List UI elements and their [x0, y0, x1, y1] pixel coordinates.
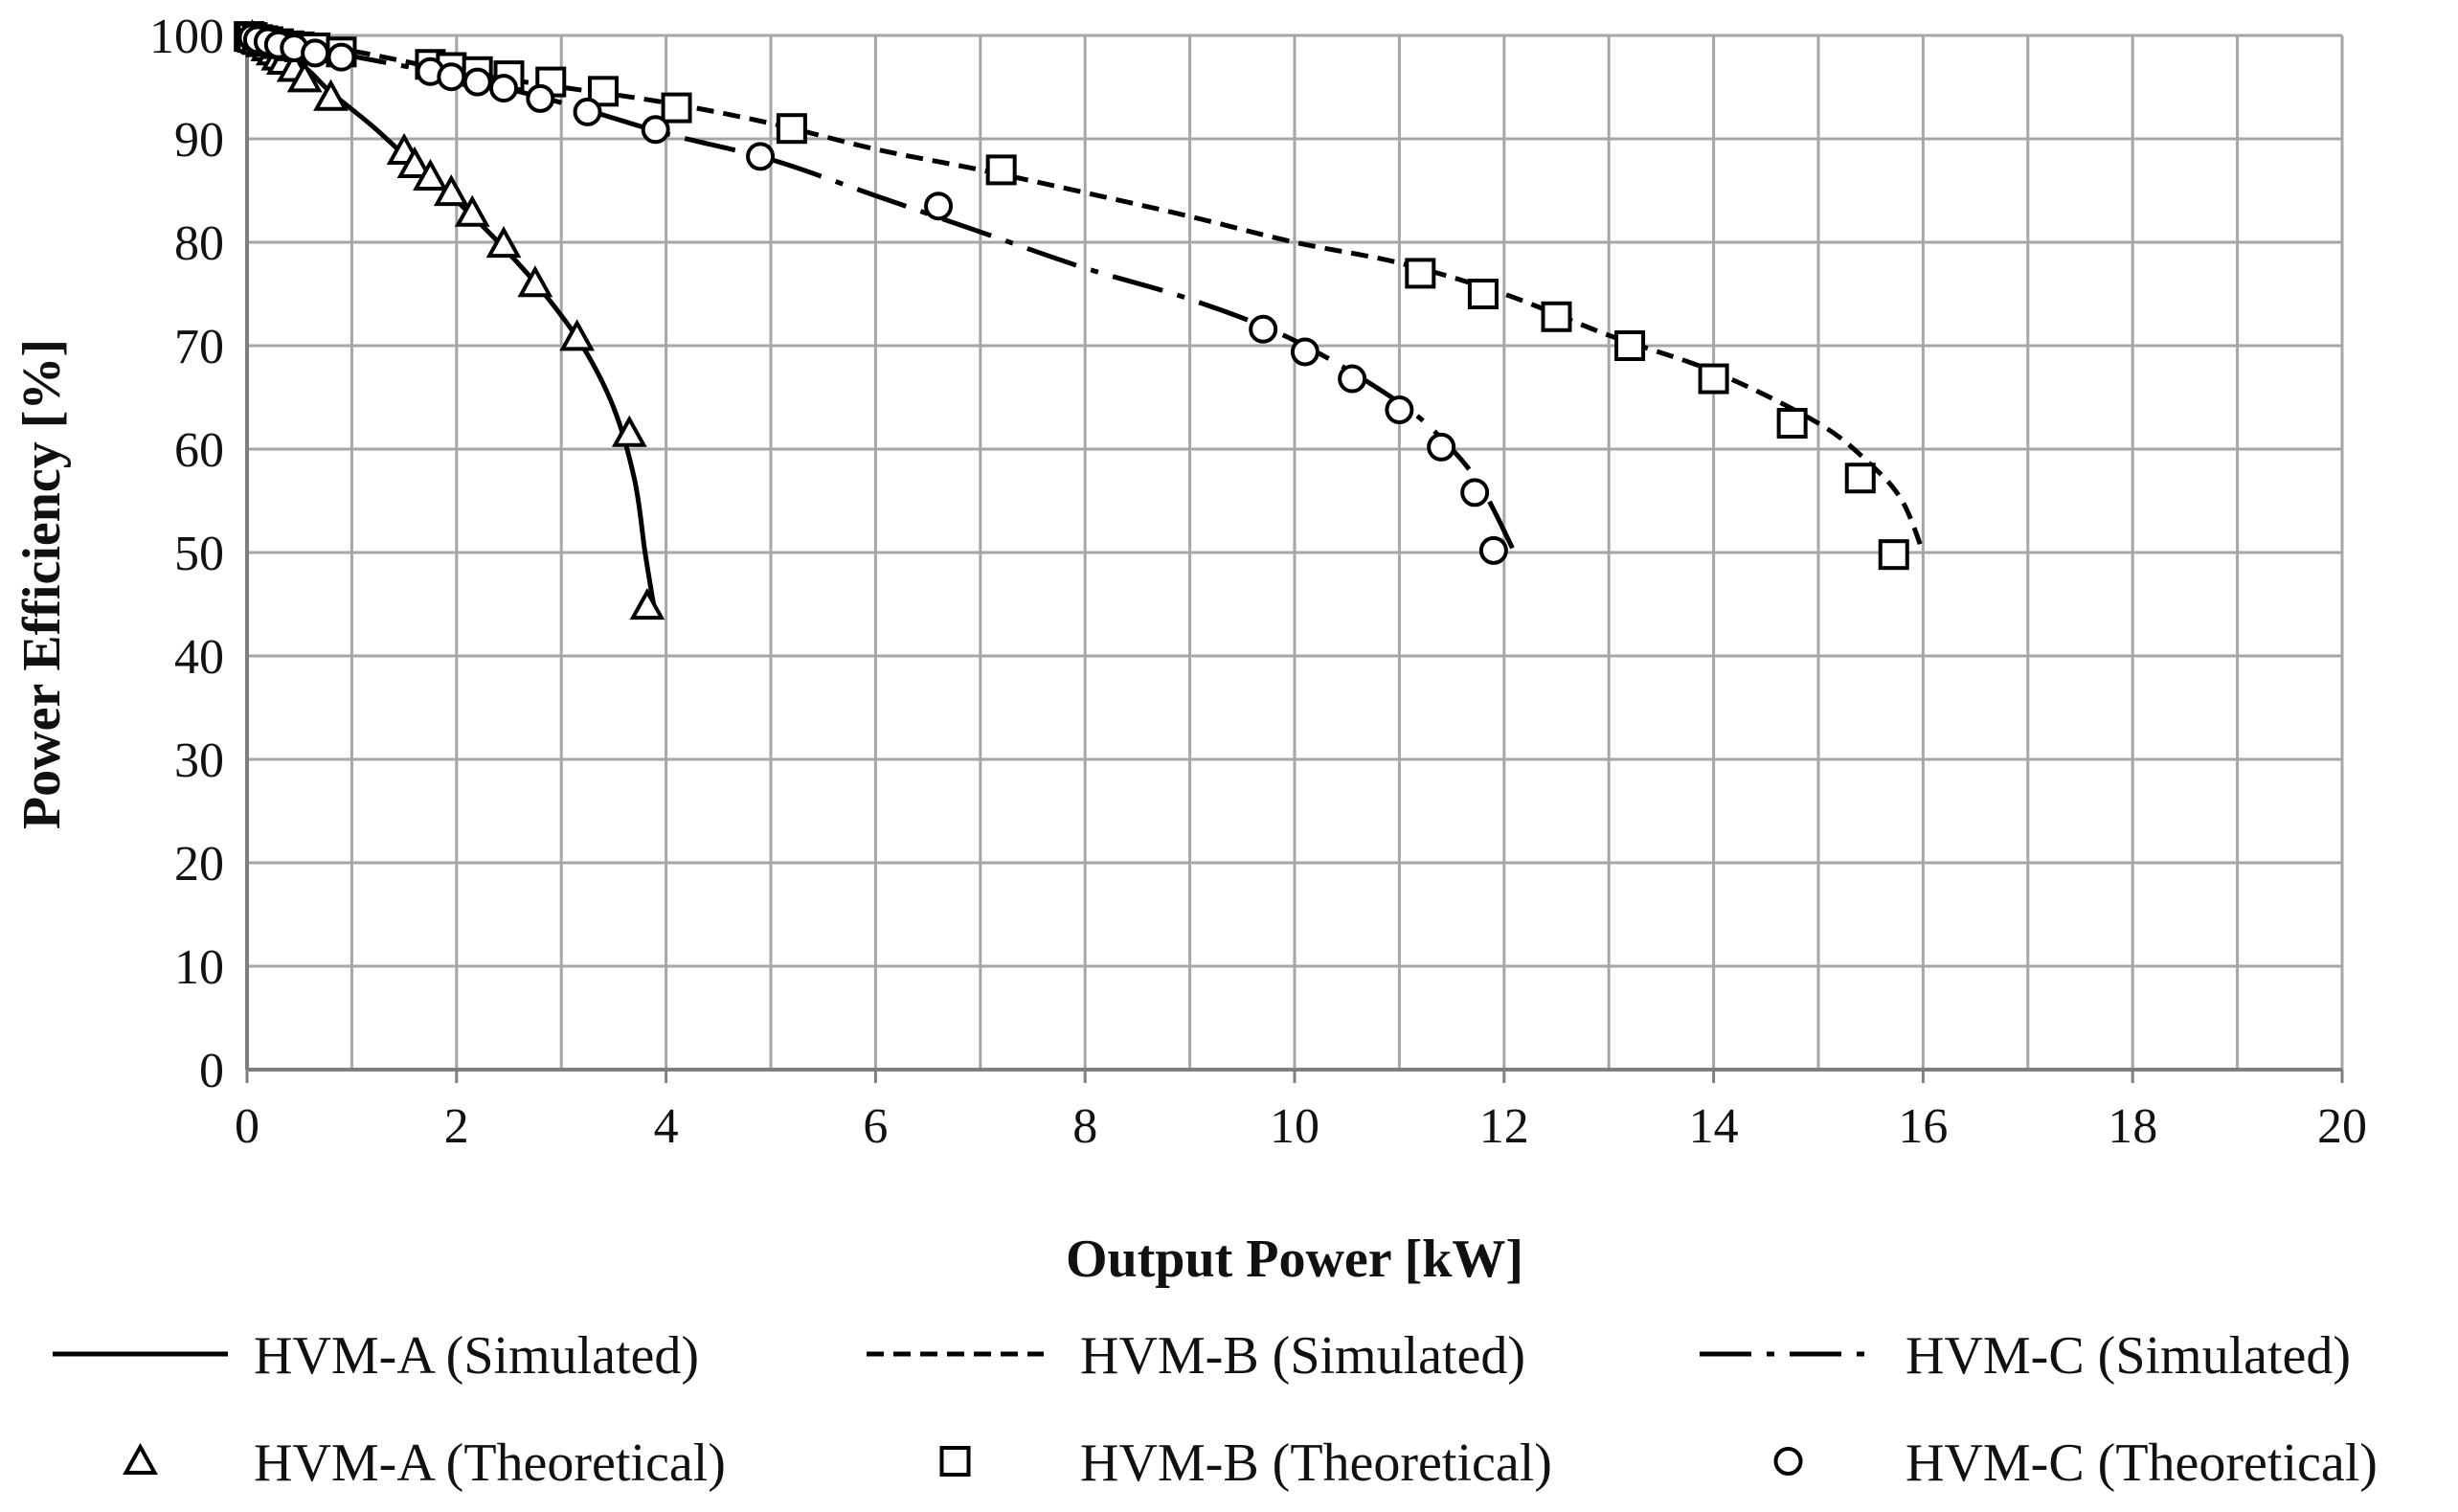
hvm-c-theoretical-point: [1290, 337, 1319, 367]
x-tick-label: 6: [863, 1099, 888, 1154]
hvm-b-simulated-line: [246, 33, 1926, 553]
x-tick-label: 4: [654, 1099, 679, 1154]
hvm-c-theoretical-markers: [237, 23, 1508, 565]
y-tick-label: 100: [149, 10, 224, 64]
hvm-c-theoretical-point: [462, 67, 492, 97]
y-tick-label: 0: [199, 1044, 224, 1098]
hvm-c-theoretical-point: [746, 142, 776, 171]
legend-label: HVM-A (Theoretical): [254, 1433, 726, 1493]
hvm-b-theoretical-point: [1878, 539, 1909, 571]
hvm-b-theoretical-point: [1698, 363, 1729, 395]
hvm-a-theoretical-point: [413, 158, 448, 191]
hvm-c-theoretical-point: [1478, 535, 1508, 565]
hvm-b-theoretical-point: [1614, 330, 1646, 361]
x-tick-label: 18: [2108, 1099, 2157, 1154]
hvm-b-theoretical-point: [985, 154, 1017, 186]
legend: HVM-A (Simulated) HVM-B (Simulated) HVM-C …: [53, 1326, 2378, 1493]
hvm-c-theoretical-point: [437, 62, 466, 92]
x-tick-label: 8: [1072, 1099, 1097, 1154]
x-tick-label: 16: [1898, 1099, 1948, 1154]
legend-marker-swatch: [1773, 1447, 1803, 1476]
hvm-c-theoretical-point: [924, 192, 954, 221]
hvm-a-theoretical-point: [559, 319, 596, 351]
hvm-b-theoretical-point: [1844, 463, 1876, 494]
y-tick-label: 70: [174, 320, 224, 374]
legend-item-hvm-b-simulated: HVM-B (Simulated): [867, 1326, 1525, 1386]
hvm-a-theoretical-point: [313, 79, 349, 111]
y-tick-label: 90: [174, 113, 224, 168]
series-markers: [234, 19, 1909, 621]
legend-item-hvm-b-theoretical: HVM-B (Theoretical): [939, 1433, 1552, 1493]
y-tick-label: 60: [174, 423, 224, 478]
y-axis-title: Power Efficiency [%]: [12, 339, 72, 829]
legend-label: HVM-C (Simulated): [1906, 1326, 2351, 1386]
hvm-b-theoretical-point: [661, 92, 692, 124]
hvm-a-theoretical-point: [433, 174, 469, 207]
hvm-a-theoretical-point: [611, 415, 647, 447]
legend-item-hvm-a-simulated: HVM-A (Simulated): [53, 1326, 699, 1386]
hvm-a-theoretical-point: [286, 60, 323, 93]
y-tick-label: 80: [174, 216, 224, 271]
legend-item-hvm-c-simulated: HVM-C (Simulated): [1700, 1326, 2351, 1386]
hvm-c-theoretical-point: [1385, 395, 1414, 424]
x-tick-label: 2: [444, 1099, 469, 1154]
y-tick-label: 50: [174, 527, 224, 581]
x-axis-title: Output Power [kW]: [1066, 1230, 1523, 1289]
x-tick-labels: 0 2 4 6 8 10 12 14 16 18 20: [235, 1099, 2367, 1154]
hvm-c-theoretical-point: [1460, 478, 1490, 508]
legend-label: HVM-B (Simulated): [1080, 1326, 1525, 1386]
x-tick-label: 14: [1689, 1099, 1739, 1154]
legend-label: HVM-C (Theoretical): [1906, 1433, 2378, 1493]
hvm-b-theoretical-markers: [234, 21, 1909, 571]
x-tick-label: 10: [1270, 1099, 1319, 1154]
y-tick-labels: 0 10 20 30 40 50 60 70 80 90 100: [149, 10, 224, 1098]
hvm-a-theoretical-point: [485, 226, 522, 259]
hvm-a-theoretical-point: [396, 146, 433, 178]
hvm-c-theoretical-point: [526, 83, 555, 113]
legend-label: HVM-B (Theoretical): [1080, 1433, 1552, 1493]
grid: [245, 34, 2344, 1083]
hvm-b-theoretical-point: [776, 113, 807, 145]
hvm-a-theoretical-point: [629, 588, 665, 621]
y-tick-label: 10: [174, 940, 224, 995]
hvm-c-theoretical-point: [489, 74, 519, 103]
hvm-c-theoretical-point: [1338, 364, 1367, 394]
hvm-c-theoretical-point: [641, 115, 670, 145]
x-tick-label: 0: [235, 1099, 259, 1154]
hvm-a-theoretical-point: [517, 265, 553, 298]
hvm-c-theoretical-point: [1249, 314, 1278, 344]
hvm-c-theoretical-point: [1427, 432, 1456, 462]
legend-marker-swatch: [939, 1446, 971, 1477]
x-tick-label: 20: [2317, 1099, 2367, 1154]
hvm-b-theoretical-point: [1467, 279, 1499, 309]
hvm-a-theoretical-point: [454, 194, 490, 227]
y-tick-label: 30: [174, 733, 224, 788]
y-tick-label: 40: [174, 630, 224, 685]
legend-item-hvm-c-theoretical: HVM-C (Theoretical): [1773, 1433, 2378, 1493]
legend-label: HVM-A (Simulated): [254, 1326, 699, 1386]
hvm-b-theoretical-point: [1776, 408, 1808, 439]
legend-marker-swatch: [123, 1442, 158, 1475]
legend-item-hvm-a-theoretical: HVM-A (Theoretical): [123, 1433, 726, 1493]
y-tick-label: 20: [174, 837, 224, 891]
hvm-b-theoretical-point: [1541, 301, 1572, 332]
hvm-b-theoretical-point: [1405, 258, 1436, 289]
hvm-c-simulated-line: [246, 33, 1517, 554]
hvm-c-theoretical-point: [327, 42, 356, 72]
x-tick-label: 12: [1479, 1099, 1529, 1154]
hvm-c-theoretical-point: [573, 97, 602, 126]
hvm-c-theoretical-point: [301, 38, 330, 68]
